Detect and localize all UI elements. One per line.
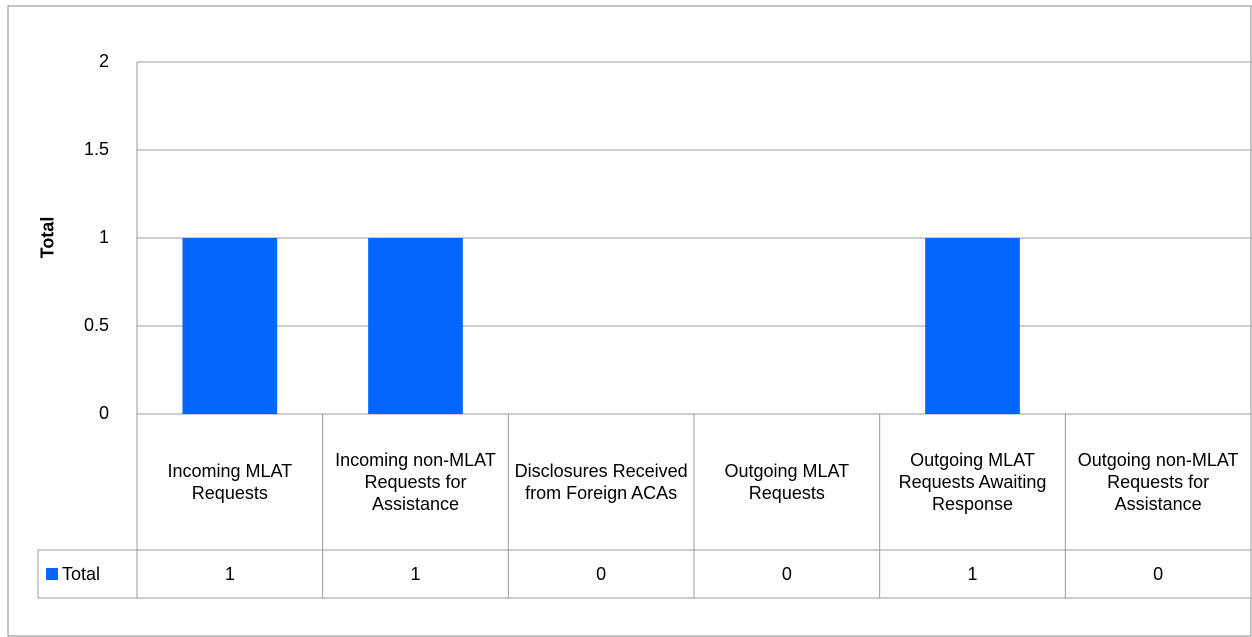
x-tick-label: Outgoing MLAT Requests xyxy=(724,461,850,503)
table-value: 1 xyxy=(224,564,235,584)
x-tick-label: Outgoing non-MLAT Requests for Assistanc… xyxy=(1077,450,1239,514)
y-tick-label: 0.5 xyxy=(83,315,109,335)
x-tick-label: Outgoing MLAT Requests Awaiting Response xyxy=(898,450,1047,514)
y-axis-title: Total xyxy=(37,216,58,259)
bar xyxy=(925,238,1020,414)
table-value: 1 xyxy=(410,564,421,584)
bar xyxy=(182,238,278,414)
legend-item: Total xyxy=(46,550,100,598)
x-tick-label: Disclosures Received from Foreign ACAs xyxy=(514,461,688,503)
chart-border xyxy=(7,5,1252,637)
y-tick-label: 2 xyxy=(98,51,109,71)
legend-swatch xyxy=(46,568,58,580)
table-value: 0 xyxy=(781,564,792,584)
legend-label: Total xyxy=(62,563,101,584)
table-value: 0 xyxy=(596,564,607,584)
y-tick-label: 1.5 xyxy=(83,139,109,159)
table-value: 0 xyxy=(1153,564,1164,584)
table-value: 1 xyxy=(967,564,978,584)
y-tick-label: 1 xyxy=(98,227,109,247)
x-tick-label: Incoming non-MLAT Requests for Assistanc… xyxy=(335,450,496,514)
bar xyxy=(368,238,463,414)
y-tick-label: 0 xyxy=(98,403,109,423)
x-tick-label: Incoming MLAT Requests xyxy=(167,461,293,503)
